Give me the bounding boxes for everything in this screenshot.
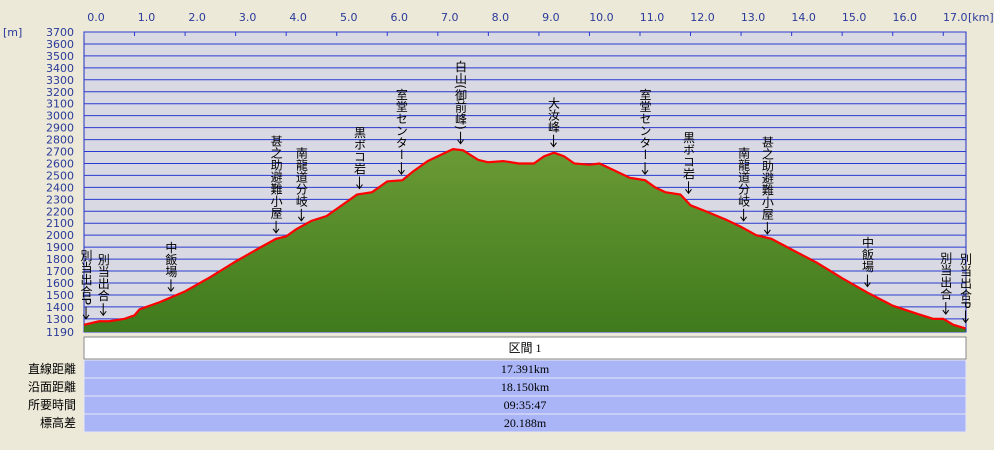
- y-tick-label: 1300: [46, 313, 74, 326]
- arrow-head: [356, 184, 363, 190]
- annotation: 南龍道分岐: [737, 145, 751, 206]
- x-tick-label: 15.0: [842, 11, 867, 24]
- annotation: 室堂センター: [638, 87, 652, 160]
- annotation: 黒ボコ岩: [352, 126, 366, 174]
- y-tick-label: 2500: [46, 169, 74, 182]
- y-tick-label: 2600: [46, 157, 74, 170]
- annotation: 室堂センター: [394, 87, 408, 160]
- arrow-head: [99, 310, 107, 317]
- row-value: 18.150km: [501, 380, 550, 394]
- table-header-bg: [83, 336, 967, 360]
- x-tick-label: 8.0: [492, 11, 510, 24]
- y-tick-label: 3700: [46, 26, 74, 39]
- annotation: 大汝峰: [547, 96, 561, 132]
- row-label: 標高差: [40, 415, 76, 430]
- x-tick-label: 0.0: [87, 11, 105, 24]
- y-tick-label: 2700: [46, 146, 74, 159]
- arrow-head: [272, 228, 280, 234]
- y-tick-label: 3100: [46, 98, 74, 111]
- x-tick-label: 5.0: [340, 11, 358, 24]
- x-tick-label: 12.0: [690, 11, 715, 24]
- y-tick-label: 1700: [46, 265, 74, 278]
- x-tick-label: 1.0: [138, 11, 156, 24]
- arrow-head: [82, 314, 90, 320]
- annotation: 南龍道分岐: [294, 145, 308, 206]
- y-unit: [m]: [3, 26, 22, 39]
- row-value: 09:35:47: [504, 398, 547, 412]
- arrow-head: [962, 318, 969, 324]
- x-unit: [km]: [968, 11, 994, 24]
- x-tick-label: 7.0: [441, 11, 459, 24]
- y-tick-label: 2800: [46, 134, 74, 147]
- y-tick-label: 2300: [46, 193, 74, 206]
- x-tick-label: 17.0: [943, 11, 968, 24]
- y-tick-label: 3500: [46, 50, 74, 63]
- annotation: 黒ボコ岩: [682, 131, 696, 179]
- y-tick-label: 1190: [46, 326, 74, 339]
- x-tick-label: 14.0: [791, 11, 816, 24]
- annotation: 別当出合: [96, 253, 110, 301]
- annotation: 中飯場: [860, 235, 874, 273]
- arrow-head: [297, 216, 305, 222]
- table-row-bg: [83, 413, 967, 433]
- annotation: 白山(御前峰): [454, 59, 468, 130]
- summary-table: 区間 1 直線距離 17.391km 沿面距離 18.150km 所要時間 09:35:47…: [28, 336, 967, 433]
- y-tick-label: 2400: [46, 181, 74, 194]
- table-header: 区間 1: [508, 341, 541, 355]
- arrow-head: [641, 169, 649, 176]
- row-value: 17.391km: [501, 362, 550, 376]
- y-tick-label: 1800: [46, 253, 74, 266]
- x-tick-label: 2.0: [188, 11, 206, 24]
- arrow-head: [763, 229, 771, 235]
- arrow-head: [942, 309, 950, 315]
- annotation: 甚之助避難小屋: [269, 134, 283, 219]
- x-tick-label: 4.0: [289, 11, 307, 24]
- x-tick-label: 3.0: [239, 11, 257, 24]
- elevation-line: [83, 148, 966, 330]
- annotation: 甚之助避難小屋: [760, 136, 774, 221]
- x-tick-label: 6.0: [391, 11, 409, 24]
- x-tick-label: 16.0: [892, 11, 917, 24]
- y-tick-label: 1900: [46, 241, 74, 254]
- y-tick-label: 1500: [46, 289, 74, 302]
- arrow-head: [864, 282, 871, 288]
- y-tick-label: 1600: [46, 277, 74, 290]
- y-tick-label: 2100: [46, 217, 74, 230]
- x-tick-label: 11.0: [640, 11, 665, 24]
- arrow-head: [740, 216, 748, 222]
- row-label: 沿面距離: [28, 380, 76, 394]
- row-value: 20.188m: [504, 416, 547, 430]
- arrow-head: [167, 287, 175, 293]
- annotation: 中飯場: [164, 240, 178, 278]
- arrow-head: [685, 189, 692, 195]
- y-tick-label: 3200: [46, 86, 74, 99]
- y-tick-label: 2900: [46, 122, 74, 135]
- y-tick-label: 3600: [46, 38, 74, 51]
- arrow-head: [457, 139, 464, 145]
- elevation-area: [84, 149, 966, 332]
- x-tick-label: 10.0: [589, 11, 614, 24]
- arrow-head: [550, 142, 557, 148]
- row-label: 直線距離: [28, 361, 76, 376]
- y-tick-label: 3300: [46, 74, 74, 87]
- y-tick-label: 1400: [46, 301, 74, 314]
- y-tick-label: 3000: [46, 110, 74, 123]
- annotation: 別当出合P: [79, 249, 93, 305]
- annotation: 別当出合P: [958, 253, 972, 309]
- y-tick-label: 2000: [46, 229, 74, 242]
- row-label: 所要時間: [28, 398, 76, 412]
- x-tick-label: 13.0: [741, 11, 766, 24]
- y-tick-label: 3400: [46, 62, 74, 75]
- arrow-head: [398, 169, 405, 176]
- annotation: 別当出合: [939, 252, 953, 300]
- x-tick-label: 9.0: [542, 11, 560, 24]
- y-tick-label: 2200: [46, 205, 74, 218]
